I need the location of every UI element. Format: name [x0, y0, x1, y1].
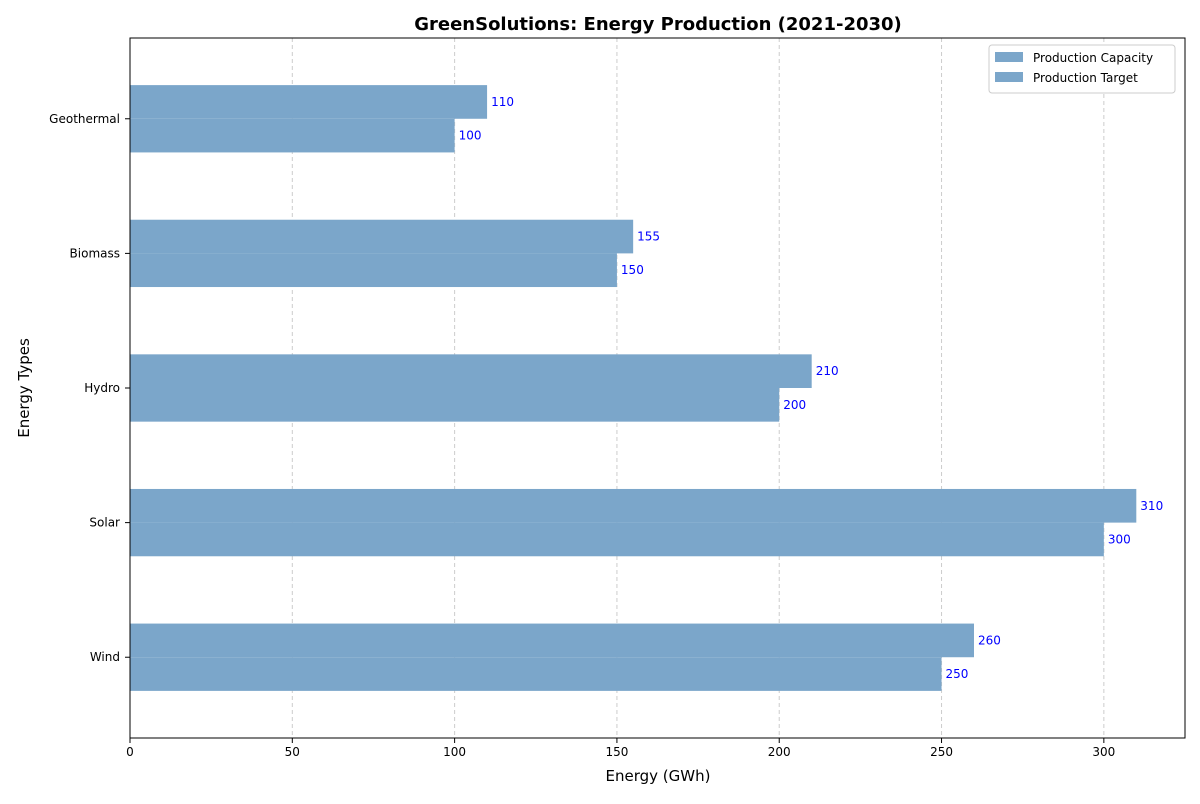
x-tick-label: 100	[443, 745, 466, 759]
legend-box	[988, 44, 1176, 94]
x-tick-label: 50	[285, 745, 300, 759]
y-tick-label: Geothermal	[49, 112, 120, 126]
y-axis-label: Energy Types	[15, 338, 33, 438]
bar-capacity	[130, 354, 812, 388]
data-label: 110	[491, 95, 514, 109]
legend-label: Production Target	[1033, 71, 1138, 85]
bar-target	[130, 118, 455, 153]
data-label: 200	[783, 398, 806, 412]
legend-swatch	[995, 52, 1023, 62]
legend-label: Production Capacity	[1033, 51, 1153, 65]
x-tick-label: 150	[605, 745, 628, 759]
data-label: 100	[459, 129, 482, 143]
x-axis-label: Energy (GWh)	[606, 767, 711, 785]
data-label: 260	[978, 633, 1001, 647]
bar-capacity	[130, 219, 634, 254]
x-tick-label: 200	[768, 745, 791, 759]
x-tick-label: 300	[1092, 745, 1115, 759]
bar-capacity	[130, 85, 488, 119]
x-tick-label: 250	[930, 745, 953, 759]
data-label: 310	[1140, 499, 1163, 513]
y-ticks-layer: Wind Solar Hydro Biomass Geothermal	[49, 112, 130, 664]
data-labels-layer: 260 310 210 155 110 250 300 200 150 100	[459, 95, 1164, 681]
bars-layer	[130, 85, 1137, 691]
bar-target	[130, 522, 1104, 557]
x-ticks-layer: 0 50 100 150 200 250 300	[126, 738, 1115, 759]
data-label: 150	[621, 263, 644, 277]
data-label: 155	[637, 230, 660, 244]
y-tick-label: Wind	[90, 650, 120, 664]
bar-target	[130, 253, 617, 288]
data-label: 300	[1108, 532, 1131, 546]
bar-capacity	[130, 488, 1137, 523]
data-label: 210	[816, 364, 839, 378]
y-tick-label: Solar	[89, 516, 120, 530]
data-label: 250	[946, 667, 969, 681]
legend: Production Capacity Production Target	[988, 44, 1176, 94]
x-tick-label: 0	[126, 745, 134, 759]
y-tick-label: Hydro	[84, 381, 120, 395]
bar-target	[130, 388, 780, 422]
legend-swatch	[995, 72, 1023, 82]
chart-title: GreenSolutions: Energy Production (2021-…	[414, 14, 902, 35]
bar-target	[130, 657, 942, 691]
y-tick-label: Biomass	[70, 246, 120, 260]
bar-capacity	[130, 623, 974, 658]
